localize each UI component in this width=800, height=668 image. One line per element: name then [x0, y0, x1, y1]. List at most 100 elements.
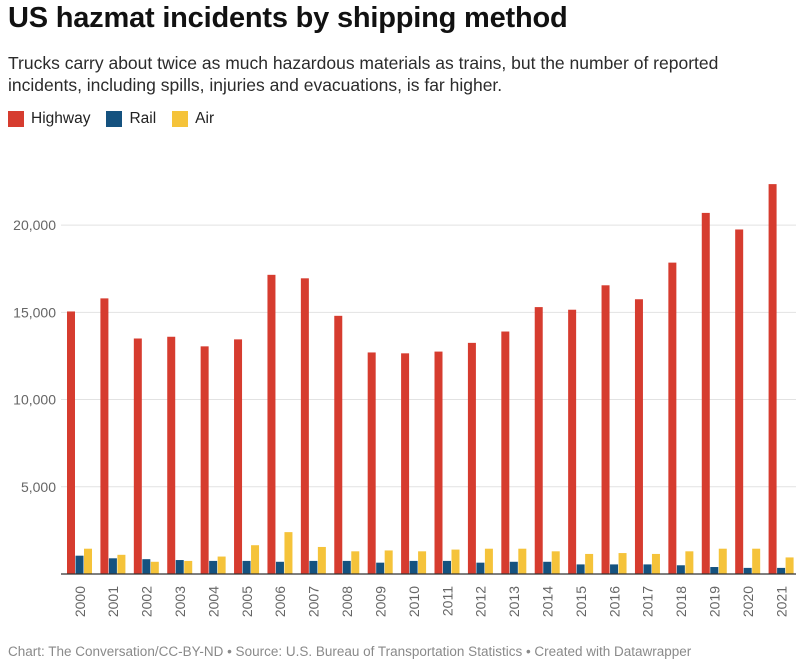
- y-tick-label: 10,000: [13, 392, 56, 408]
- bar-rail: [576, 564, 585, 574]
- bar-air: [484, 548, 493, 574]
- bar-air: [618, 553, 627, 574]
- x-tick-label: 2017: [640, 586, 656, 617]
- x-tick-label: 2013: [506, 586, 522, 617]
- bar-rail: [309, 560, 318, 574]
- bar-highway: [768, 184, 777, 574]
- bar-rail: [376, 562, 385, 574]
- bar-rail: [476, 562, 485, 574]
- bar-air: [785, 557, 794, 574]
- bar-rail: [743, 567, 752, 574]
- y-tick-label: 5,000: [21, 479, 56, 495]
- bar-highway: [701, 212, 710, 574]
- legend-swatch-air: [172, 111, 189, 127]
- bar-air: [284, 532, 293, 574]
- bar-air: [184, 560, 193, 574]
- bar-air: [117, 554, 126, 574]
- x-tick-label: 2001: [105, 586, 121, 617]
- bar-rail: [509, 561, 518, 574]
- x-tick-label: 2020: [740, 586, 756, 617]
- bar-air: [685, 551, 694, 574]
- legend-label-air: Air: [195, 110, 215, 127]
- bar-rail: [342, 560, 351, 574]
- bar-highway: [167, 336, 176, 574]
- bar-highway: [601, 285, 610, 574]
- x-tick-label: 2011: [439, 586, 455, 616]
- bar-highway: [67, 311, 75, 574]
- bar-air: [518, 548, 527, 574]
- bar-air: [651, 553, 660, 574]
- bar-air: [217, 556, 226, 574]
- x-tick-label: 2014: [539, 586, 555, 617]
- chart-footer: Chart: The Conversation/CC-BY-ND • Sourc…: [8, 644, 692, 659]
- legend-label-highway: Highway: [31, 110, 91, 127]
- bar-highway: [434, 351, 443, 574]
- bar-rail: [777, 567, 786, 574]
- bar-rail: [643, 564, 652, 574]
- legend-item-rail: Rail: [106, 110, 156, 128]
- bar-highway: [534, 307, 543, 574]
- bar-air: [585, 553, 594, 574]
- y-tick-label: 20,000: [13, 217, 56, 233]
- bar-air: [317, 546, 326, 574]
- bar-rail: [409, 560, 418, 574]
- bar-air: [84, 548, 92, 574]
- x-tick-label: 2004: [205, 586, 221, 617]
- bar-highway: [668, 262, 677, 574]
- chart-title: US hazmat incidents by shipping method: [8, 2, 568, 34]
- x-tick-label: 2006: [272, 586, 288, 617]
- bar-air: [752, 548, 761, 574]
- x-tick-label: 2018: [673, 586, 689, 617]
- bar-rail: [108, 558, 117, 574]
- legend-swatch-highway: [8, 111, 24, 127]
- legend: Highway Rail Air: [8, 110, 214, 128]
- bar-air: [150, 561, 159, 574]
- x-tick-label: 2012: [473, 586, 489, 617]
- bar-highway: [267, 274, 276, 574]
- bar-air: [718, 548, 727, 574]
- bar-air: [418, 551, 427, 574]
- bar-highway: [100, 298, 109, 574]
- bar-rail: [543, 561, 552, 574]
- bar-highway: [300, 278, 309, 574]
- legend-label-rail: Rail: [129, 110, 157, 127]
- bar-rail: [275, 561, 284, 574]
- x-tick-label: 2019: [707, 586, 723, 617]
- bar-rail: [676, 565, 685, 574]
- legend-item-highway: Highway: [8, 110, 90, 128]
- bar-highway: [401, 353, 410, 574]
- bar-air: [351, 551, 360, 574]
- x-tick-label: 2000: [72, 586, 88, 617]
- x-tick-label: 2010: [406, 586, 422, 617]
- bar-rail: [610, 564, 619, 574]
- bar-highway: [133, 338, 142, 574]
- bar-highway: [200, 346, 209, 574]
- bar-highway: [501, 331, 510, 574]
- bar-highway: [334, 315, 343, 574]
- x-tick-label: 2021: [773, 586, 789, 617]
- x-tick-label: 2015: [573, 586, 589, 617]
- x-tick-label: 2009: [372, 586, 388, 617]
- legend-item-air: Air: [172, 110, 214, 128]
- x-tick-label: 2005: [239, 586, 255, 617]
- bar-air: [251, 545, 260, 574]
- bar-highway: [234, 339, 243, 574]
- y-tick-label: 15,000: [13, 304, 56, 320]
- bar-highway: [568, 309, 577, 574]
- bar-rail: [443, 560, 451, 574]
- bar-rail: [75, 555, 84, 574]
- legend-swatch-rail: [106, 111, 123, 127]
- bar-rail: [142, 559, 151, 574]
- bar-rail: [175, 560, 184, 574]
- x-tick-label: 2002: [139, 586, 155, 617]
- bar-air: [551, 551, 560, 574]
- bar-highway: [367, 352, 376, 574]
- bar-air: [451, 549, 460, 574]
- bar-air: [384, 550, 393, 574]
- bar-highway: [634, 299, 643, 574]
- bar-highway: [735, 229, 744, 574]
- chart-subtitle: Trucks carry about twice as much hazardo…: [8, 53, 719, 95]
- x-tick-label: 2016: [606, 586, 622, 617]
- x-tick-label: 2007: [306, 586, 322, 617]
